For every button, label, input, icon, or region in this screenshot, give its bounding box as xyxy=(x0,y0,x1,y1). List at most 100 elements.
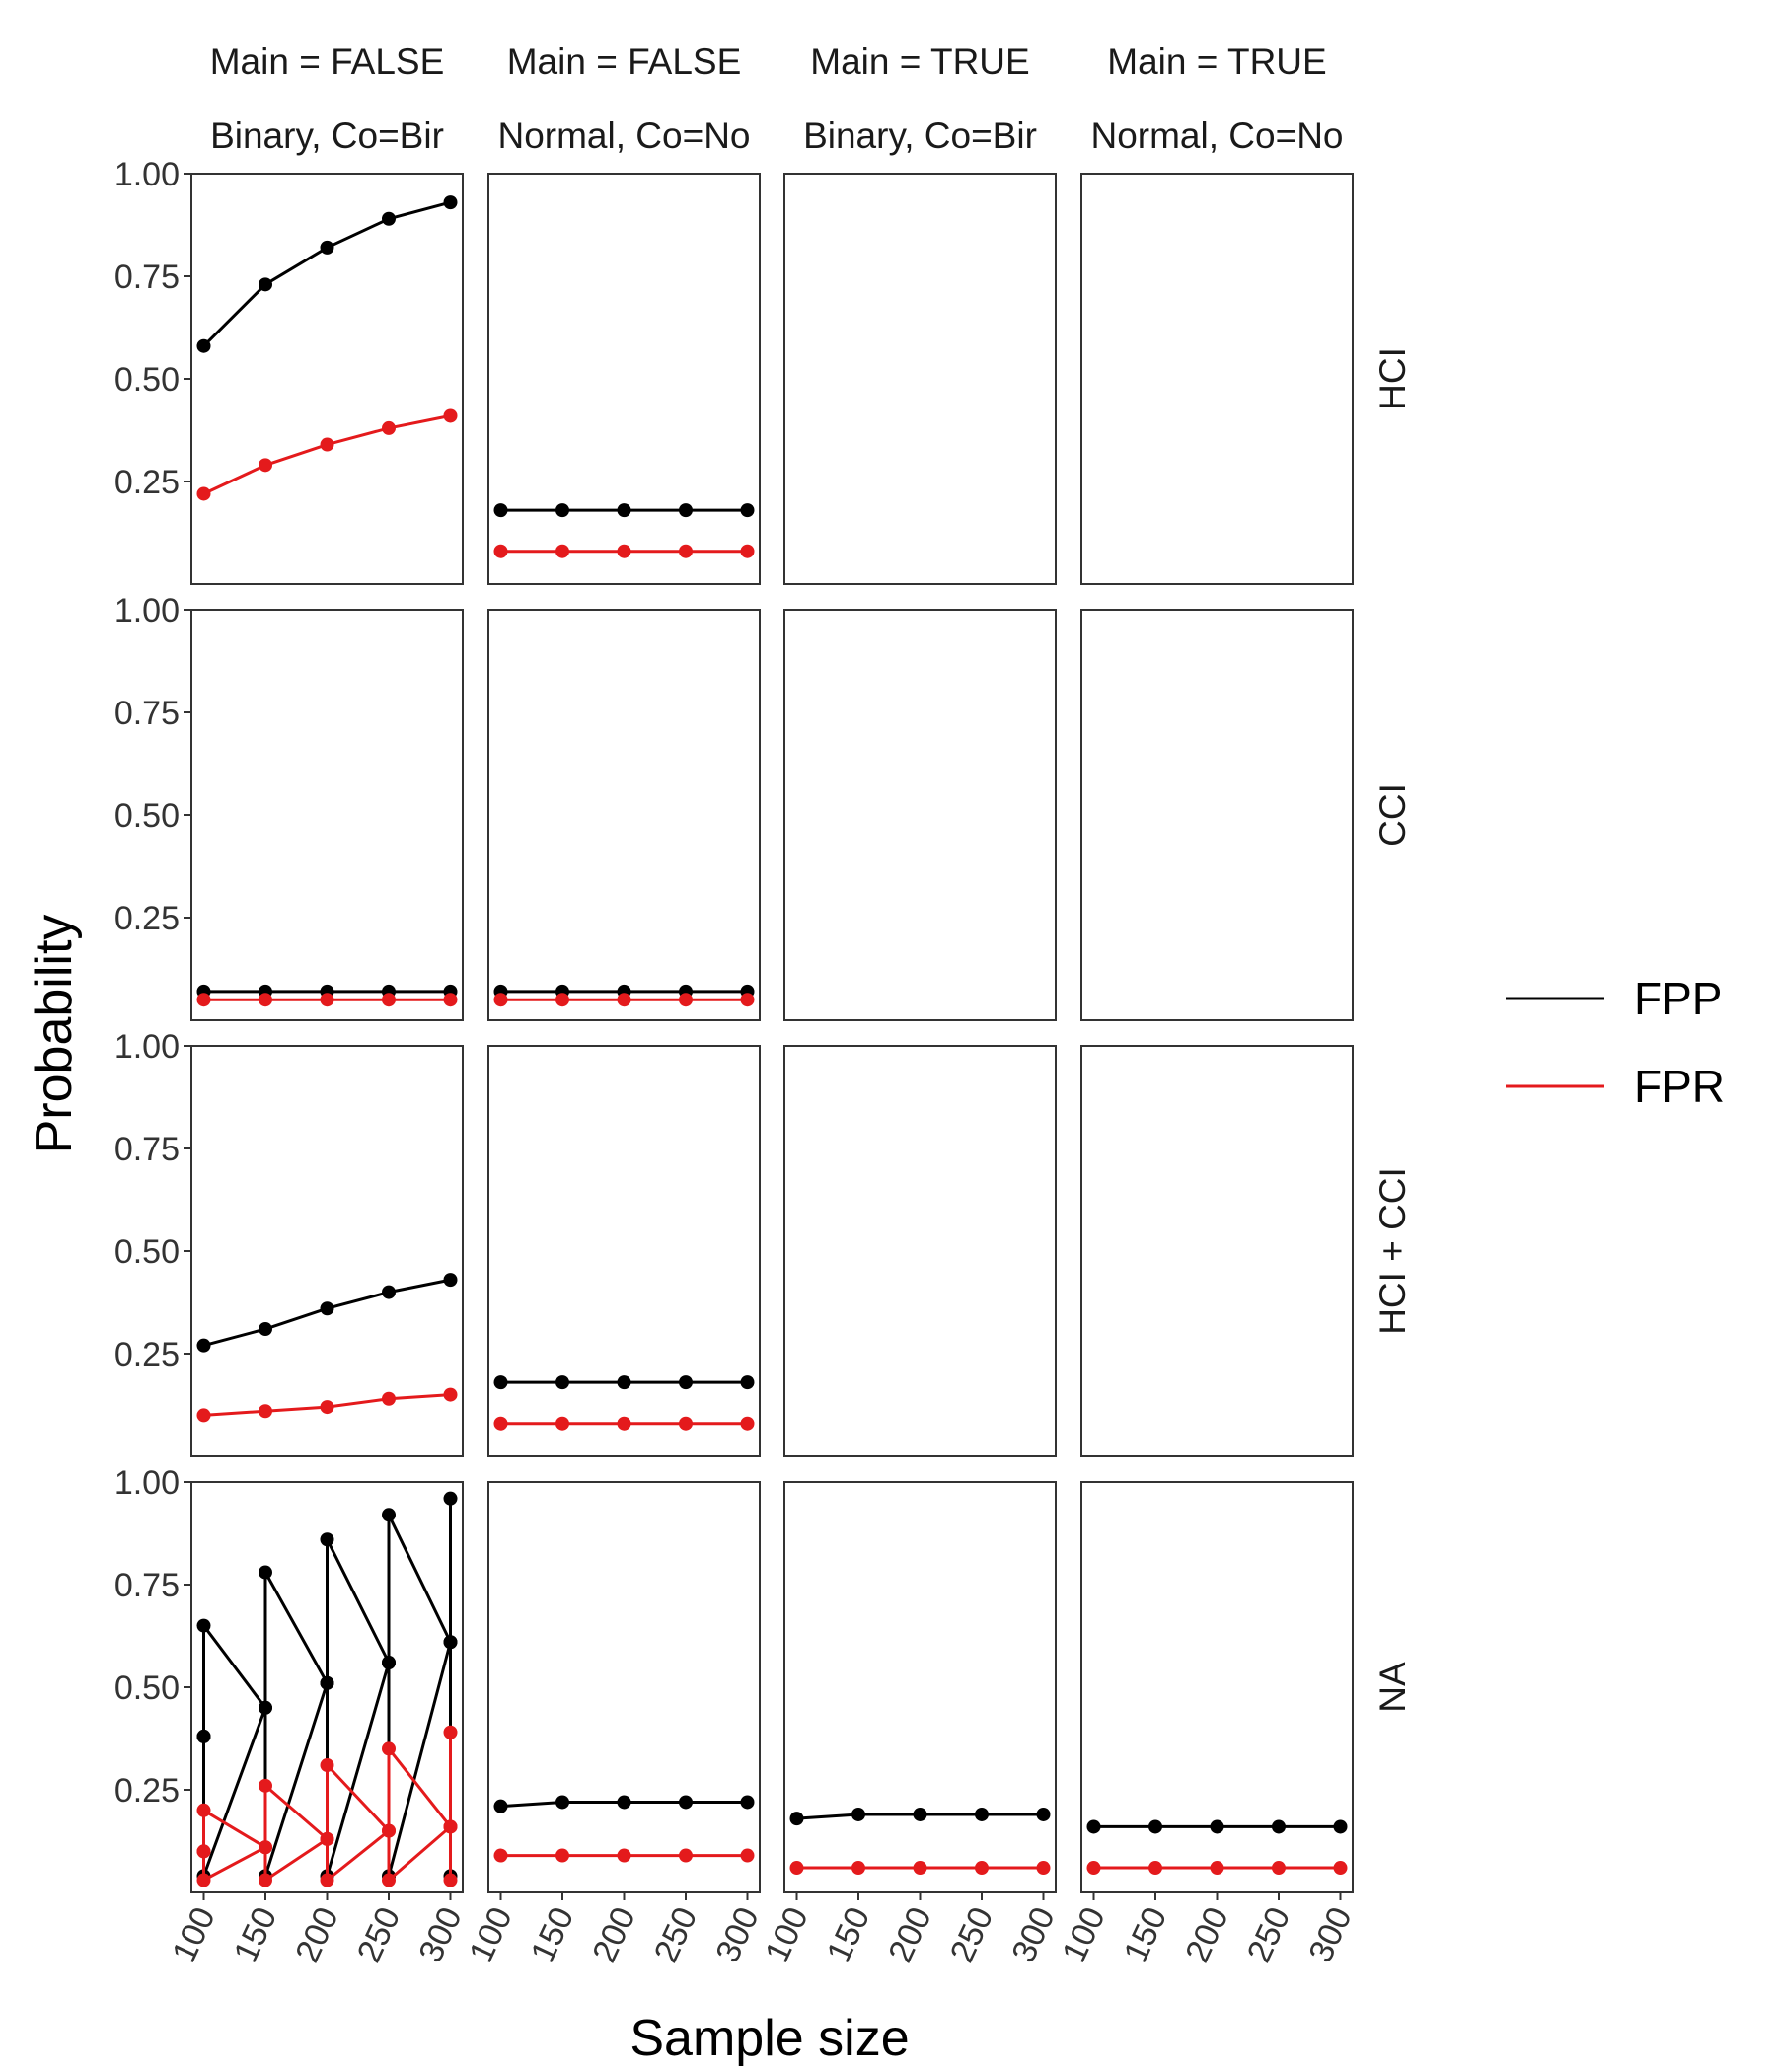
y-tick-label-r2-0: 0.25 xyxy=(114,1336,180,1373)
data-point-fpr-r1-c1-1-4 xyxy=(740,993,755,1007)
data-point-fpr-r3-c0-2-1 xyxy=(196,1803,211,1817)
data-point-fpp-r0-c0-0-0 xyxy=(196,338,211,353)
data-point-fpp-r0-c0-0-4 xyxy=(443,195,458,210)
x-axis-title: Sample size xyxy=(629,2010,909,2067)
data-point-fpp-r3-c2-0-2 xyxy=(913,1807,927,1821)
data-point-fpr-r0-c0-1-4 xyxy=(443,408,458,423)
data-point-fpp-r3-c0-1-8 xyxy=(443,1635,458,1650)
data-point-fpp-r3-c3-0-3 xyxy=(1272,1819,1286,1834)
data-point-fpp-r3-c0-0-5 xyxy=(320,1532,334,1547)
row-strip-3: NA xyxy=(1372,1662,1413,1713)
data-point-fpr-r3-c0-3-0 xyxy=(196,1844,211,1859)
y-tick-label-r1-1: 0.50 xyxy=(114,797,180,835)
data-point-fpr-r1-c1-1-2 xyxy=(617,993,631,1007)
data-point-fpp-r3-c2-0-1 xyxy=(851,1807,865,1821)
data-point-fpp-r2-c0-0-1 xyxy=(259,1322,272,1337)
panel-r2-c1 xyxy=(487,1045,761,1457)
y-tick-label-r1-0: 0.25 xyxy=(114,900,180,937)
data-point-fpp-r3-c3-0-0 xyxy=(1086,1819,1101,1834)
x-tick-label-c0-1: 150 xyxy=(227,1901,284,1967)
data-point-fpr-r0-c1-1-3 xyxy=(679,544,693,558)
x-tick-label-c0-3: 250 xyxy=(350,1901,407,1967)
data-point-fpp-r2-c1-0-3 xyxy=(679,1375,693,1390)
column-strip-type-3: Normal, Co=No xyxy=(1090,115,1343,156)
data-point-fpr-r3-c0-3-4 xyxy=(320,1831,334,1846)
x-tick-label-c1-4: 300 xyxy=(708,1901,766,1967)
column-strip-type-1: Normal, Co=No xyxy=(497,115,750,156)
x-tick-label-c3-1: 150 xyxy=(1117,1901,1174,1967)
data-point-fpr-r3-c1-1-3 xyxy=(679,1848,693,1863)
y-tick-label-r3-1: 0.50 xyxy=(114,1669,180,1707)
data-point-fpp-r3-c0-0-3 xyxy=(259,1565,272,1580)
column-strip-main-1: Main = FALSE xyxy=(507,41,742,82)
x-tick-label-c1-0: 100 xyxy=(462,1901,519,1967)
data-point-fpr-r3-c0-2-7 xyxy=(382,1741,396,1756)
data-point-fpp-r2-c1-0-2 xyxy=(617,1375,631,1390)
x-tick-label-c3-3: 250 xyxy=(1240,1901,1297,1967)
data-point-fpr-r3-c2-1-3 xyxy=(975,1861,989,1876)
panel-r2-c0 xyxy=(190,1045,464,1457)
data-point-fpr-r1-c0-1-1 xyxy=(259,993,272,1007)
data-point-fpp-r3-c3-0-1 xyxy=(1148,1819,1162,1834)
data-point-fpr-r3-c1-1-1 xyxy=(555,1848,569,1863)
data-point-fpp-r2-c0-0-4 xyxy=(443,1273,458,1288)
data-point-fpr-r0-c1-1-1 xyxy=(555,544,569,558)
column-strip-main-0: Main = FALSE xyxy=(210,41,445,82)
data-point-fpr-r3-c1-1-4 xyxy=(740,1848,755,1863)
x-tick-label-c2-3: 250 xyxy=(943,1901,1000,1967)
x-tick-label-c2-0: 100 xyxy=(758,1901,815,1967)
data-point-fpr-r2-c0-1-2 xyxy=(320,1400,334,1415)
y-tick-label-r3-0: 0.25 xyxy=(114,1772,180,1810)
data-point-fpr-r3-c0-3-5 xyxy=(320,1873,334,1887)
x-tick-label-c1-2: 200 xyxy=(585,1901,642,1967)
data-point-fpp-r0-c1-0-0 xyxy=(493,503,508,518)
data-point-fpr-r0-c1-1-0 xyxy=(493,544,508,558)
y-tick-label-r0-2: 0.75 xyxy=(114,259,180,296)
data-point-fpp-r3-c1-0-4 xyxy=(740,1795,755,1810)
data-point-fpr-r3-c1-1-2 xyxy=(617,1848,631,1863)
y-axis-title: Probability xyxy=(26,915,83,1154)
data-point-fpr-r2-c0-1-4 xyxy=(443,1387,458,1402)
data-point-fpp-r3-c0-1-6 xyxy=(382,1656,396,1670)
y-tick-label-r0-1: 0.50 xyxy=(114,361,180,399)
data-point-fpp-r2-c1-0-1 xyxy=(555,1375,569,1390)
x-tick-label-c2-4: 300 xyxy=(1004,1901,1062,1967)
panel-r1-c0 xyxy=(190,609,464,1021)
panel-r0-c3 xyxy=(1080,173,1354,585)
y-tick-label-r2-2: 0.75 xyxy=(114,1131,180,1168)
data-point-fpr-r3-c2-1-0 xyxy=(789,1861,804,1876)
panel-r0-c2 xyxy=(783,173,1057,585)
data-point-fpp-r3-c0-0-9 xyxy=(443,1491,458,1506)
legend: FPP FPR xyxy=(1506,973,1725,1112)
x-tick-label-c2-1: 150 xyxy=(820,1901,877,1967)
data-point-fpr-r2-c1-1-4 xyxy=(740,1416,755,1431)
row-strip-0: HCI xyxy=(1372,347,1413,410)
data-point-fpp-r3-c0-1-4 xyxy=(320,1675,334,1690)
panel-r0-c1 xyxy=(487,173,761,585)
data-point-fpr-r3-c3-1-2 xyxy=(1210,1861,1224,1876)
series-line-fpr-r3-c0-3 xyxy=(202,1823,452,1884)
data-point-fpp-r3-c0-1-2 xyxy=(259,1700,272,1715)
column-strip-type-0: Binary, Co=Bir xyxy=(210,115,444,156)
data-point-fpr-r1-c0-1-3 xyxy=(382,993,396,1007)
data-point-fpr-r1-c1-1-3 xyxy=(679,993,693,1007)
legend-label-fpp: FPP xyxy=(1634,973,1722,1024)
column-strip-type-2: Binary, Co=Bir xyxy=(803,115,1037,156)
data-point-fpp-r3-c2-0-3 xyxy=(975,1807,989,1821)
x-tick-label-c3-4: 300 xyxy=(1301,1901,1359,1967)
data-point-fpp-r0-c0-0-2 xyxy=(320,240,334,255)
data-point-fpr-r0-c0-1-3 xyxy=(382,420,396,435)
data-point-fpr-r3-c0-3-9 xyxy=(443,1873,458,1887)
data-point-fpr-r1-c1-1-0 xyxy=(493,993,508,1007)
data-point-fpr-r3-c3-1-3 xyxy=(1272,1861,1286,1876)
y-tick-label-r1-3: 1.00 xyxy=(114,592,180,629)
data-point-fpp-r3-c3-0-4 xyxy=(1333,1819,1348,1834)
x-tick-label-c0-2: 200 xyxy=(288,1901,345,1967)
data-point-fpr-r3-c0-3-6 xyxy=(382,1823,396,1838)
data-point-fpp-r3-c1-0-3 xyxy=(679,1795,693,1810)
x-tick-label-c1-1: 150 xyxy=(524,1901,581,1967)
data-point-fpp-r3-c0-1-0 xyxy=(196,1729,211,1743)
data-point-fpr-r3-c2-1-4 xyxy=(1036,1861,1051,1876)
data-point-fpr-r2-c0-1-0 xyxy=(196,1408,211,1423)
